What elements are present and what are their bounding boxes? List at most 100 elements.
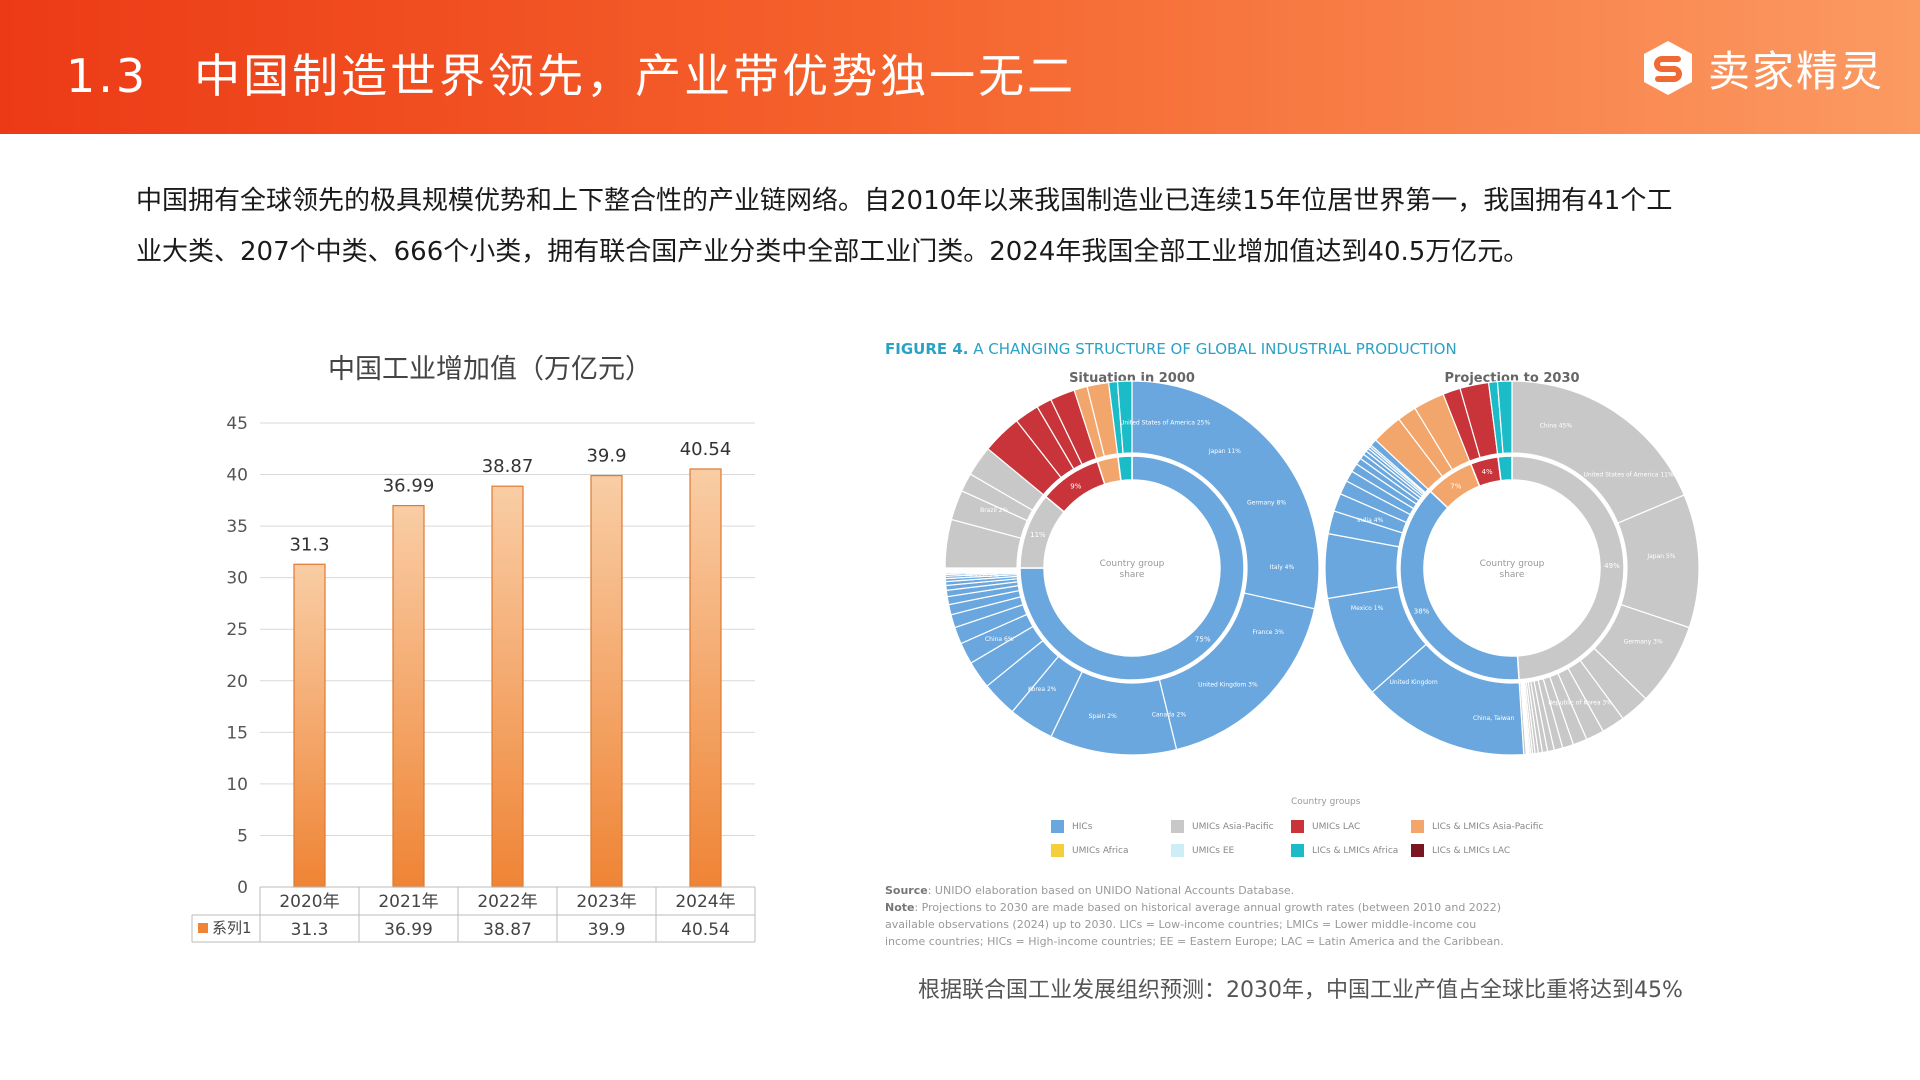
legend-item: LICs & LMICs Asia-Pacific [1411, 820, 1543, 833]
figure-note-1: Note: Projections to 2030 are made based… [885, 901, 1501, 914]
legend-label: LICs & LMICs LAC [1432, 845, 1511, 856]
legend-label: LICs & LMICs Africa [1312, 845, 1399, 856]
table-value: 36.99 [384, 920, 433, 940]
y-tick-label: 40 [226, 466, 248, 486]
inner-slice-label: 75% [1195, 636, 1211, 644]
inner-slice [1511, 455, 1625, 681]
intro-line-2: 业大类、207个中类、666个小类，拥有联合国产业分类中全部工业门类。2024年… [136, 237, 1530, 267]
figure-title: FIGURE 4. A CHANGING STRUCTURE OF GLOBAL… [885, 340, 1457, 358]
bar-data-label: 40.54 [680, 439, 732, 460]
legend-swatch [1411, 844, 1424, 857]
outer-slice-label: United Kingdom 3% [1198, 681, 1258, 688]
outer-slice-label: China 6% [985, 636, 1014, 643]
bar-data-label: 31.3 [289, 534, 329, 555]
center-label: share [1500, 570, 1525, 580]
bar-data-label: 39.9 [586, 446, 626, 467]
outer-slice-label: Canada 2% [1152, 711, 1187, 718]
legend-swatch [1051, 820, 1064, 833]
brand-logo: 卖家精灵 [1640, 38, 1884, 98]
section-number: 1.3 [66, 49, 149, 103]
legend-label: UMICs EE [1192, 845, 1235, 856]
x-tick-label: 2022年 [477, 892, 537, 912]
legend-title: Country groups [1291, 797, 1361, 807]
industrial-value-bar-chart: 中国工业增加值（万亿元） 0 5 10 15 20 25 30 35 40 45 31.3 36.99 3… [191, 354, 756, 943]
source-text: : UNIDO elaboration based on UNIDO Natio… [927, 884, 1295, 897]
outer-slice-label: Japan 11% [1208, 448, 1241, 455]
inner-slice-label: 4% [1482, 468, 1493, 476]
y-tick-label: 15 [226, 723, 248, 743]
figure-note-3: income countries; HICs = High-income cou… [885, 935, 1504, 948]
table-value: 38.87 [483, 920, 532, 940]
x-tick-label: 2023年 [576, 892, 636, 912]
intro-paragraph: 中国拥有全球领先的极具规模优势和上下整合性的产业链网络。自2010年以来我国制造… [136, 176, 1796, 278]
legend-label: UMICs Asia-Pacific [1192, 821, 1274, 832]
center-label: Country group [1480, 559, 1545, 569]
legend-swatch [1291, 844, 1304, 857]
figure-4: FIGURE 4. A CHANGING STRUCTURE OF GLOBAL… [876, 336, 1736, 956]
outer-slice-label: Mexico 1% [1351, 605, 1384, 612]
inner-slice [1019, 455, 1245, 681]
y-tick-label: 45 [226, 414, 248, 434]
inner-slice-label: 11% [1030, 531, 1046, 539]
outer-slice-label: Mexico 3% [966, 572, 999, 579]
bar [689, 468, 722, 888]
donut-charts: Situation in 2000 75% 11% 9% United States o… [944, 371, 1700, 756]
panel-title: Situation in 2000 [1069, 371, 1195, 386]
intro-line-1: 中国拥有全球领先的极具规模优势和上下整合性的产业链网络。自2010年以来我国制造… [136, 186, 1673, 216]
legend-item: UMICs LAC [1291, 820, 1360, 833]
panel-title: Projection to 2030 [1444, 371, 1579, 386]
legend-item: LICs & LMICs Africa [1291, 844, 1398, 857]
legend-swatch [1291, 820, 1304, 833]
outer-slice-label: United States of America 11% [1583, 472, 1674, 479]
legend-swatch [1171, 820, 1184, 833]
donut-panel: Projection to 2030 49% 38% 7% 4% China 45% Uni… [1324, 371, 1700, 756]
series-name: 系列1 [212, 919, 252, 937]
bar [293, 563, 326, 888]
outer-slice-label: Italy 4% [1270, 564, 1295, 571]
y-tick-label: 35 [226, 517, 248, 537]
x-tick-label: 2024年 [675, 892, 735, 912]
bar [491, 485, 524, 888]
outer-slice-label: United Kingdom [1390, 679, 1438, 686]
legend-swatch [1411, 820, 1424, 833]
figure-note-2: available observations (2024) up to 2030… [885, 918, 1477, 931]
legend-item: UMICs EE [1171, 844, 1234, 857]
outer-slice-label: Brazil 2% [980, 507, 1008, 514]
section-title: 中国制造世界领先，产业带优势独一无二 [194, 49, 1077, 103]
table-value: 31.3 [291, 920, 329, 940]
figure-title-text: A CHANGING STRUCTURE OF GLOBAL INDUSTRIA… [973, 340, 1457, 358]
legend-label: HICs [1072, 821, 1093, 832]
brand-s-icon [1643, 41, 1692, 95]
legend-item: UMICs Asia-Pacific [1171, 820, 1274, 833]
x-tick-label: 2020年 [279, 892, 339, 912]
figure-title-prefix: FIGURE 4. [885, 340, 969, 358]
table-value: 40.54 [681, 920, 730, 940]
legend-label: UMICs Africa [1072, 845, 1129, 856]
outer-slice-label: India 4% [1357, 517, 1383, 524]
legend-swatch [198, 923, 208, 933]
figure-caption: 根据联合国工业发展组织预测：2030年，中国工业产值占全球比重将达到45% [918, 978, 1683, 1003]
outer-slice-label: Korea 2% [1028, 686, 1057, 693]
legend-label: UMICs LAC [1312, 821, 1361, 832]
outer-slice [1496, 380, 1513, 454]
legend-label: LICs & LMICs Asia-Pacific [1432, 821, 1544, 832]
x-tick-label: 2021年 [378, 892, 438, 912]
center-label: Country group [1100, 559, 1165, 569]
note-label: Note [885, 901, 915, 914]
outer-slice-label: Spain 2% [1089, 713, 1117, 720]
figure-source: Source: UNIDO elaboration based on UNIDO… [885, 884, 1294, 897]
outer-slice-label: China 45% [1540, 423, 1573, 430]
inner-slice [1497, 455, 1513, 482]
legend-item: UMICs Africa [1051, 844, 1129, 857]
inner-slice-label: 49% [1604, 562, 1620, 570]
outer-slice-label: France 3% [1253, 629, 1285, 636]
table-value: 39.9 [588, 920, 626, 940]
inner-slice-label: 38% [1414, 608, 1430, 616]
outer-slice [1158, 592, 1316, 751]
center-label: share [1120, 570, 1145, 580]
y-tick-label: 30 [226, 569, 248, 589]
bar-data-label: 36.99 [383, 476, 435, 497]
legend-swatch [1051, 844, 1064, 857]
note-text-1: : Projections to 2030 are made based on … [914, 901, 1502, 914]
legend-item: LICs & LMICs LAC [1411, 844, 1510, 857]
